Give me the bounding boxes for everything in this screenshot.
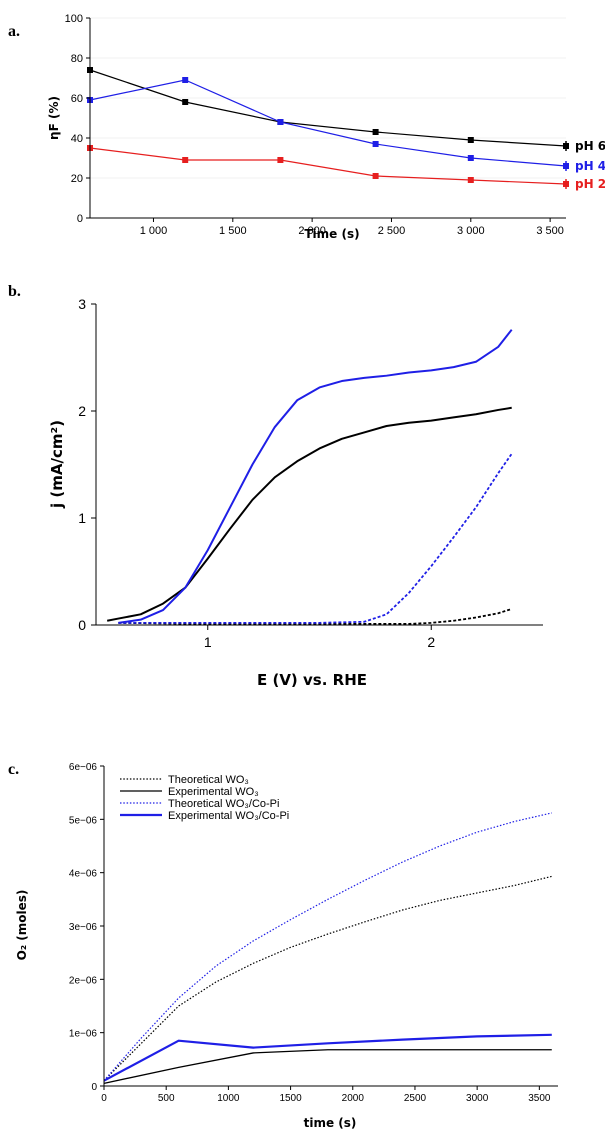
panel-c-xtick-label: 1000 <box>217 1093 240 1104</box>
panel-c-ytick-label: 0 <box>91 1082 97 1093</box>
panel-c-xtick-label: 3500 <box>528 1093 551 1104</box>
series-line-experimental-wo <box>103 1049 552 1084</box>
panel-a-xtick-label: 3 000 <box>457 225 485 237</box>
data-point-ph-2 <box>182 157 189 163</box>
panel-a-xlabel: Time (s) <box>304 227 359 241</box>
data-point-ph-6 <box>182 99 189 105</box>
series-line-ph-6 <box>89 69 567 147</box>
jv-curve-1-solid <box>118 329 513 624</box>
panel-a-xtick-label: 1 500 <box>219 225 247 237</box>
legend-label-experimental-wo: Experimental WO₃ <box>168 786 259 798</box>
panel-c-xtick-label: 500 <box>158 1093 175 1104</box>
panel-c-ytick-label: 1e−06 <box>69 1029 98 1040</box>
series-line-theoretical-wo-co-pi <box>103 812 552 1082</box>
panel-c-ytick-label: 5e−06 <box>69 815 98 826</box>
series-label-ph-6: pH 6 <box>575 139 605 153</box>
panel-c-label: c. <box>8 761 19 778</box>
series-label-ph-4: pH 4 <box>575 159 605 173</box>
legend-label-theoretical-wo-co-pi: Theoretical WO₃/Co-Pi <box>168 798 279 810</box>
panel-a-ytick-label: 60 <box>71 93 83 105</box>
data-point-ph-4 <box>277 119 284 125</box>
data-point-ph-4 <box>182 77 189 83</box>
panel-b-ytick-label: 2 <box>78 403 86 419</box>
panel-a-ylabel: ηF (%) <box>47 96 61 140</box>
panel-a-xtick-label: 1 000 <box>140 225 168 237</box>
panel-c-xtick-label: 2000 <box>342 1093 365 1104</box>
panel-b-xtick-label: 2 <box>427 634 435 650</box>
panel-c-chart: c. 0 1e−06 2e−06 3e−06 4e−06 5e−06 6e−06 0 500 10… <box>8 761 558 1130</box>
panel-a-xtick-label: 3 500 <box>536 225 564 237</box>
panel-a-ytick-label: 0 <box>77 213 83 225</box>
panel-c-ytick-label: 2e−06 <box>69 975 98 986</box>
series-line-theoretical-wo <box>103 875 552 1082</box>
data-point-ph-6 <box>372 129 379 135</box>
legend-label-theoretical-wo: Theoretical WO₃ <box>168 774 249 786</box>
panel-c-ytick-label: 3e−06 <box>69 922 98 933</box>
jv-curve-0-solid <box>106 406 512 622</box>
series-line-ph-2 <box>89 147 567 185</box>
panel-c-ytick-label: 6e−06 <box>69 762 98 773</box>
panel-c-ylabel: O₂ (moles) <box>15 890 29 961</box>
panel-a-xtick-label: 2 500 <box>378 225 406 237</box>
panel-a-ytick-label: 100 <box>65 13 83 25</box>
series-line-ph-4 <box>89 79 567 167</box>
panel-b-xlabel: E (V) vs. RHE <box>257 671 367 689</box>
data-point-ph-2 <box>467 177 474 183</box>
series-line-experimental-wo-co-pi <box>103 1033 552 1082</box>
panel-a-chart: a. pH 6 pH 4 pH 2 0 20 40 60 80 100 1 000 1 500 2 … <box>8 13 605 241</box>
panel-b-xtick-label: 1 <box>204 634 212 650</box>
jv-curve-2-dashed <box>118 608 512 625</box>
panel-b-chart: b. 0 1 2 3 1 2 E (V) vs. RHE j (mA/cm²) <box>8 283 543 689</box>
data-point-ph-2 <box>372 173 379 179</box>
data-point-ph-4 <box>372 141 379 147</box>
panel-b-ytick-label: 1 <box>78 510 86 526</box>
panel-b-ytick-label: 3 <box>78 296 86 312</box>
panel-c-xlabel: time (s) <box>304 1116 357 1130</box>
legend-label-experimental-wo-co-pi: Experimental WO₃/Co-Pi <box>168 810 289 822</box>
panel-b-ytick-label: 0 <box>78 617 86 633</box>
panel-c-xtick-label: 2500 <box>404 1093 427 1104</box>
panel-b-ylabel: j (mA/cm²) <box>48 420 66 509</box>
panel-a-ytick-label: 20 <box>71 173 83 185</box>
data-point-ph-4 <box>467 155 474 161</box>
panel-c-ytick-label: 4e−06 <box>69 869 98 880</box>
jv-curve-3-dashed <box>118 453 513 624</box>
panel-a-ytick-label: 40 <box>71 133 83 145</box>
panel-c-xtick-label: 0 <box>101 1093 107 1104</box>
data-point-ph-6 <box>467 137 474 143</box>
panel-a-ytick-label: 80 <box>71 53 83 65</box>
panel-c-xtick-label: 3000 <box>466 1093 489 1104</box>
panel-b-label: b. <box>8 283 21 300</box>
panel-a-xtick-label: 2 000 <box>298 225 326 237</box>
panel-c-xtick-label: 1500 <box>279 1093 302 1104</box>
data-point-ph-2 <box>277 157 284 163</box>
series-label-ph-2: pH 2 <box>575 177 605 191</box>
panel-a-label: a. <box>8 23 20 40</box>
